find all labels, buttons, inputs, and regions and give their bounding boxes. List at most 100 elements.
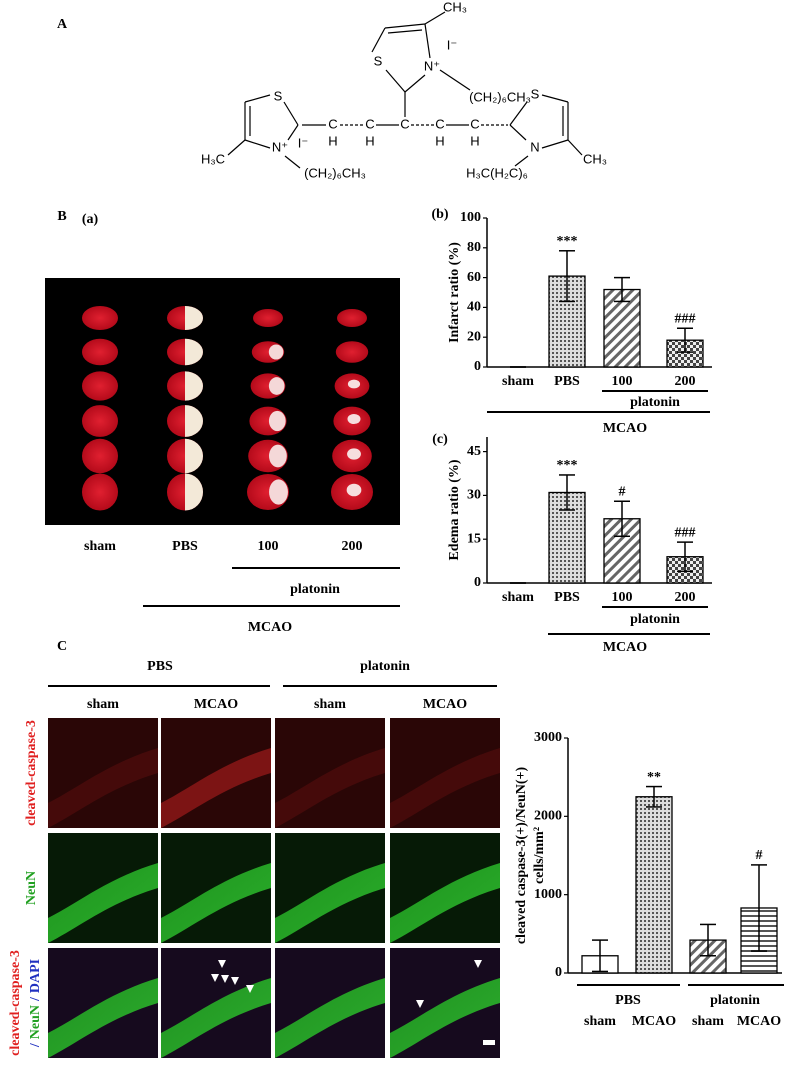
x-tick-label: PBS: [554, 590, 580, 605]
significance: ###: [675, 525, 696, 540]
x-tick-label: sham: [584, 1014, 616, 1029]
brain-slice: [253, 309, 283, 327]
signal: [48, 863, 158, 943]
signal: [275, 978, 385, 1058]
micrograph: [275, 718, 385, 828]
brain-slice: [337, 309, 367, 327]
arrow: [246, 985, 254, 993]
arrow: [416, 1000, 424, 1008]
atom-label: H: [470, 133, 479, 148]
arrow: [221, 975, 229, 983]
panel-label: (c): [432, 432, 448, 447]
micrograph: [48, 718, 158, 828]
significance: ***: [557, 458, 578, 473]
arrow: [474, 960, 482, 968]
atom-label: CH₃: [443, 0, 467, 14]
signal: [161, 863, 271, 943]
infarct: [185, 306, 203, 330]
panel-label: C: [57, 639, 67, 654]
panel-label: (a): [82, 212, 99, 227]
x-tick-label: 200: [675, 374, 696, 389]
atom-label: H₃C(H₂C)₆: [466, 165, 528, 180]
significance: #: [756, 848, 763, 863]
group-label: platonin: [630, 395, 680, 410]
group-label: platonin: [290, 582, 340, 597]
y-tick-label: 60: [467, 270, 481, 285]
photo-label: sham: [84, 539, 116, 554]
x-tick-label: sham: [692, 1014, 724, 1029]
atom-label: I⁻: [298, 135, 308, 150]
x-tick-label: MCAO: [737, 1014, 781, 1029]
infarct: [346, 483, 362, 497]
atom-label: N⁺: [424, 58, 440, 73]
significance: **: [647, 770, 661, 785]
y-axis-label: cells/mm²: [532, 827, 547, 884]
scale-bar: [483, 1040, 495, 1045]
atom-label: CH₃: [583, 151, 607, 166]
atom-label: C: [328, 116, 337, 131]
atom-label: C: [365, 116, 374, 131]
infarct: [185, 371, 204, 401]
brain-slice: [82, 473, 118, 511]
group-label: MCAO: [603, 421, 647, 436]
atom-label: S: [531, 86, 540, 101]
brain-slice: [82, 371, 118, 401]
signal: [161, 978, 271, 1058]
brain-slice: [335, 341, 369, 363]
atom-label: N: [530, 139, 539, 154]
row-label-part: NeuN: [28, 1005, 43, 1039]
signal: [275, 748, 385, 828]
signal: [390, 863, 500, 943]
significance: ***: [557, 234, 578, 249]
atom-label: C: [400, 116, 409, 131]
brain-slice: [82, 306, 118, 330]
atom-label: H₃C: [201, 151, 225, 166]
y-tick-label: 100: [460, 210, 481, 225]
infarct: [268, 344, 284, 360]
column-header: sham: [314, 697, 346, 712]
infarct: [269, 479, 288, 505]
row-label-part: DAPI: [28, 959, 43, 993]
group-header: platonin: [360, 659, 410, 674]
row-label-part: /: [28, 996, 43, 1002]
photo-label: 200: [342, 539, 363, 554]
group-label: MCAO: [248, 620, 292, 635]
atom-label: H: [365, 133, 374, 148]
row-label: / NeuN / DAPI: [28, 959, 43, 1048]
y-tick-label: 80: [467, 240, 481, 255]
infarct: [347, 413, 361, 425]
x-tick-label: 100: [612, 590, 633, 605]
arrow: [211, 974, 219, 982]
group-label: PBS: [615, 993, 641, 1008]
infarct: [268, 410, 286, 432]
y-axis-label: Edema ratio (%): [447, 459, 462, 560]
y-tick-label: 0: [474, 359, 481, 374]
significance: #: [619, 484, 626, 499]
column-header: MCAO: [194, 697, 238, 712]
row-label-part: /: [28, 1042, 43, 1048]
panel-label: A: [57, 17, 68, 32]
group-label: platonin: [710, 993, 760, 1008]
y-axis-label: cleaved caspase-3(+)/NeuN(+): [514, 767, 529, 945]
row-label: cleaved-caspase-3: [24, 720, 39, 826]
infarct: [347, 379, 361, 389]
infarct: [268, 444, 287, 468]
x-tick-label: MCAO: [632, 1014, 676, 1029]
signal: [161, 748, 271, 828]
signal: [48, 748, 158, 828]
x-tick-label: 200: [675, 590, 696, 605]
infarct: [185, 405, 203, 437]
brain-slice: [82, 405, 118, 437]
atom-label: (CH₂)₆CH₃: [469, 89, 531, 104]
atom-label: N⁺: [272, 139, 288, 154]
infarct: [185, 473, 203, 511]
x-tick-label: sham: [502, 590, 534, 605]
x-tick-label: PBS: [554, 374, 580, 389]
panel-label: (b): [431, 207, 448, 222]
infarct: [185, 438, 203, 474]
signal: [390, 978, 500, 1058]
group-header: PBS: [147, 659, 173, 674]
atom-label: S: [374, 53, 383, 68]
significance: ###: [675, 311, 696, 326]
atom-label: S: [274, 88, 283, 103]
